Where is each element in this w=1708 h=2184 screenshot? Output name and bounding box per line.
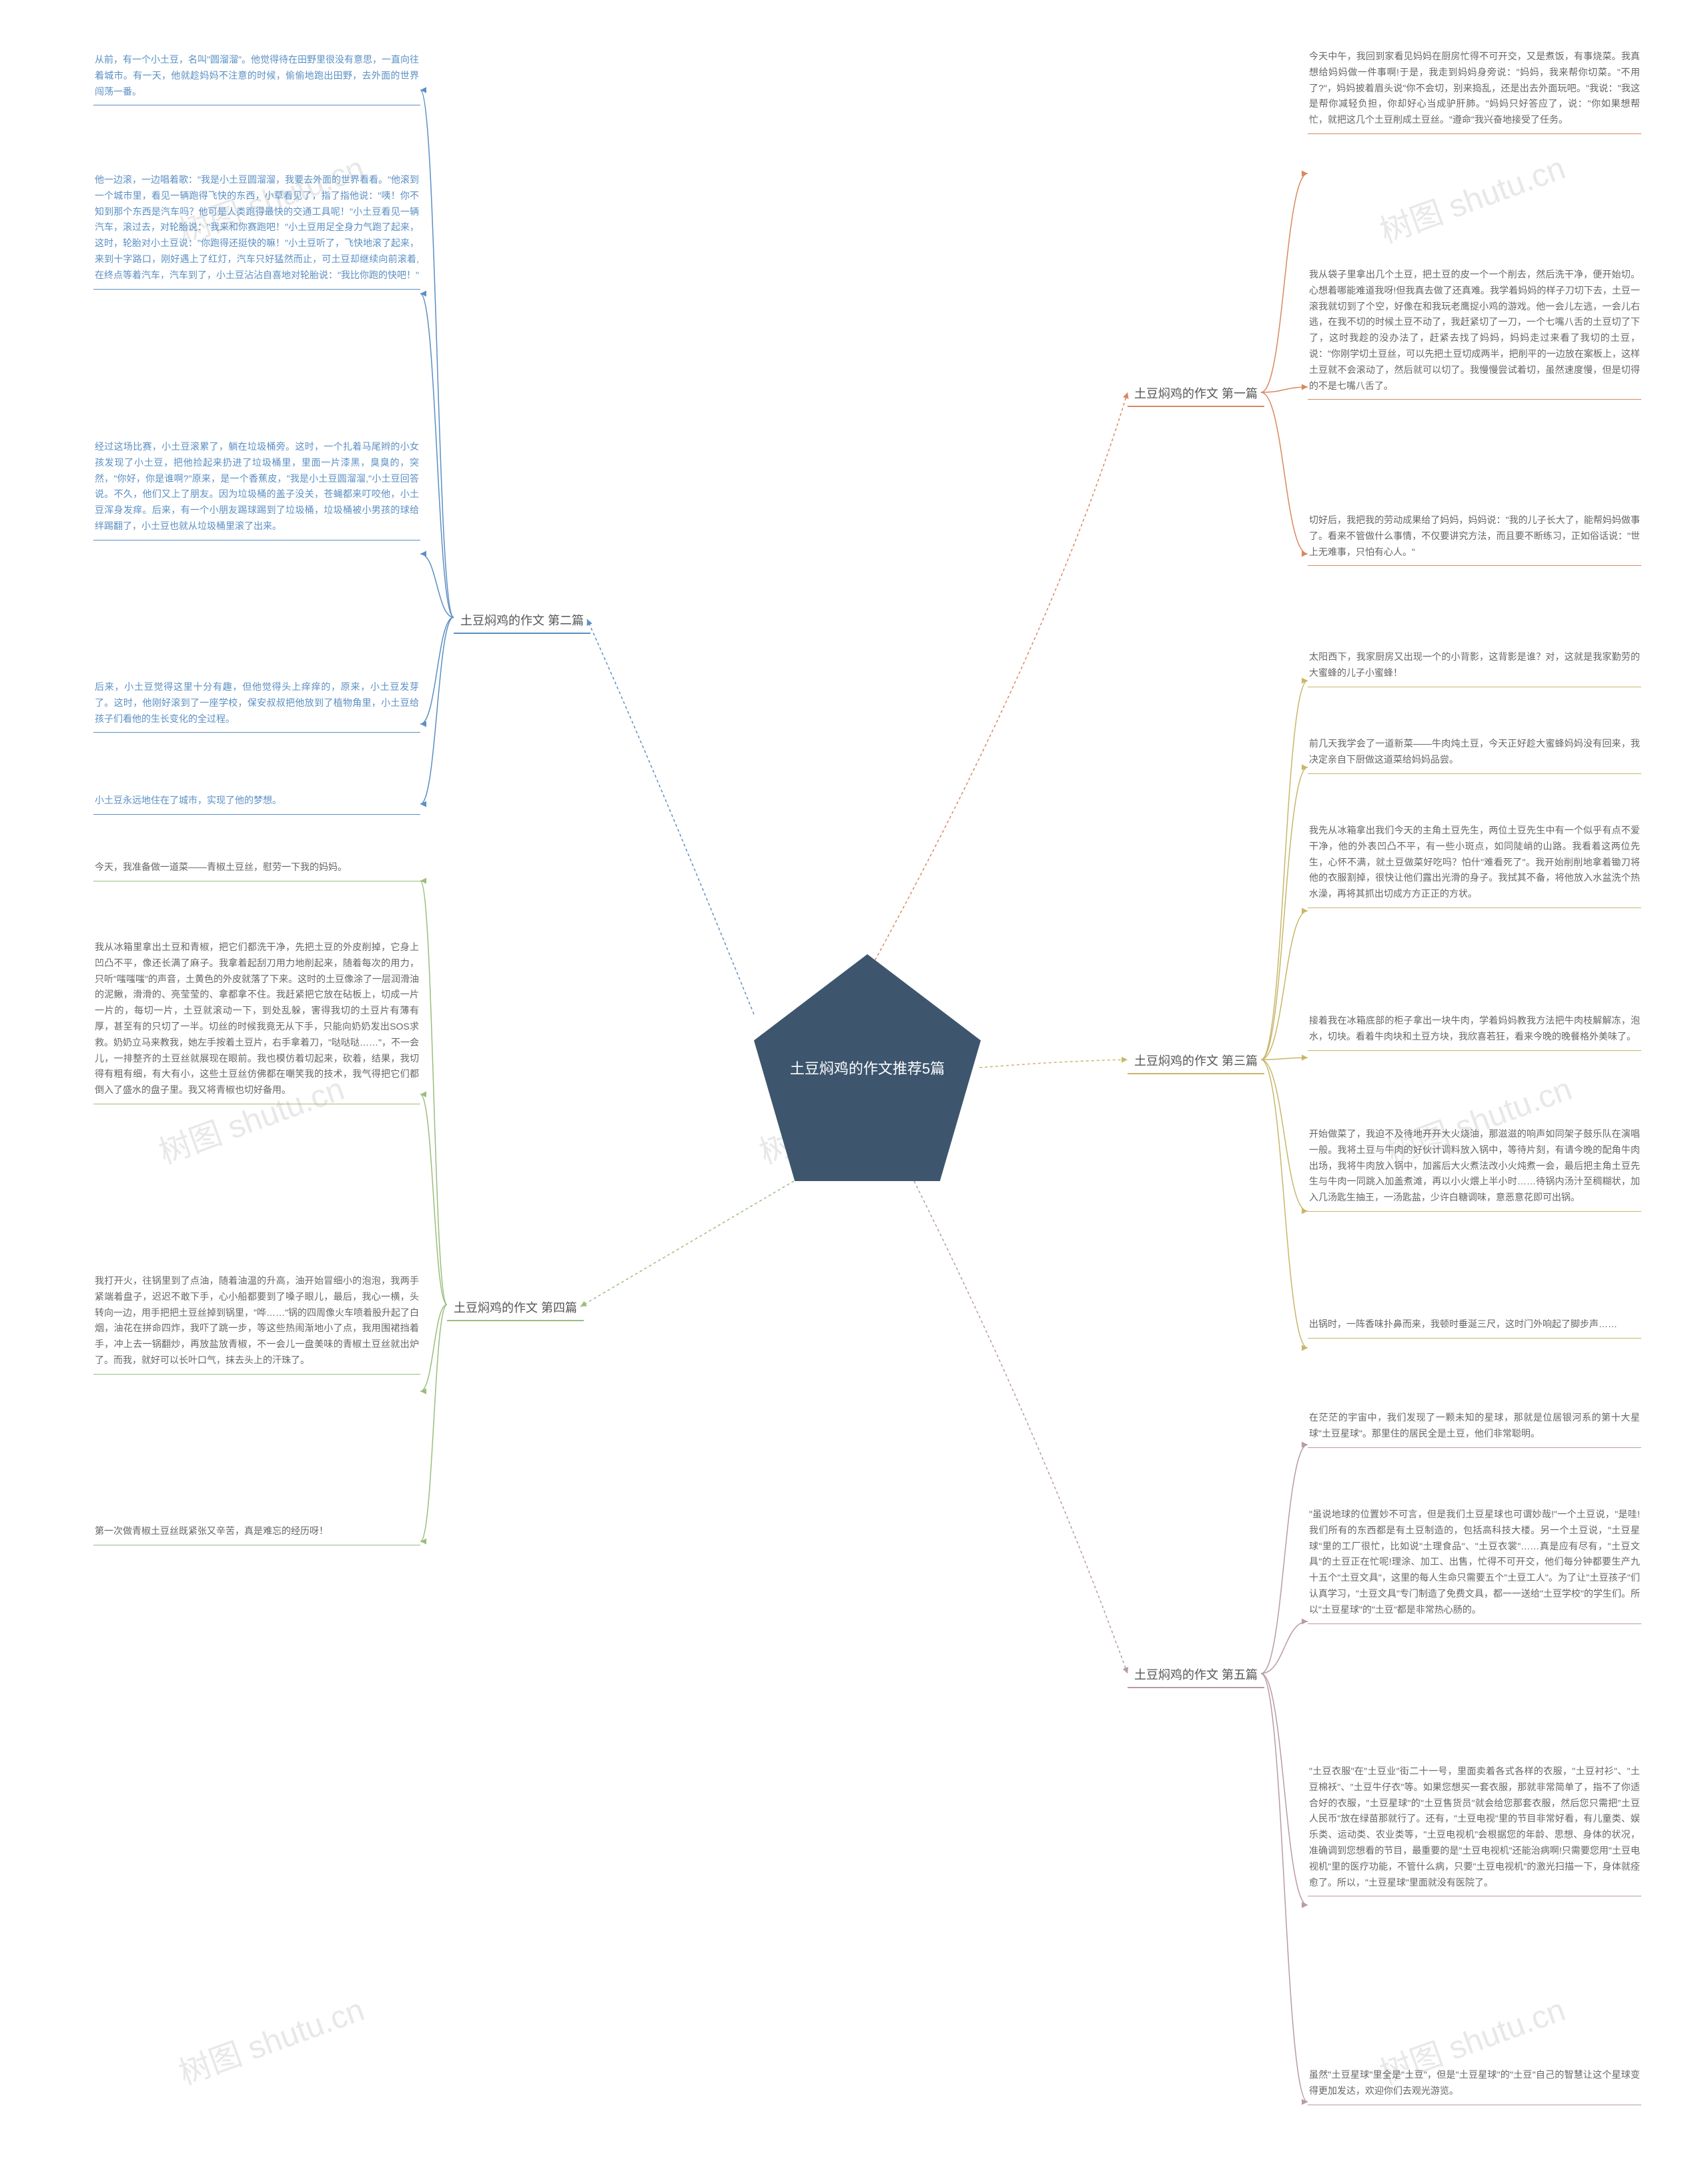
center-title: 土豆焖鸡的作文推荐5篇 — [790, 1057, 945, 1078]
content-block: 后来，小土豆觉得这里十分有趣，但他觉得头上痒痒的，原来，小土豆发芽了。这时，他刚… — [93, 674, 420, 733]
watermark-text: 树图 shutu.cn — [1372, 141, 1571, 252]
content-block: 开始做菜了，我迫不及待地开开大火烧油，那滋滋的响声如同架子鼓乐队在演唱一般。我将… — [1308, 1121, 1641, 1212]
branch-label: 土豆焖鸡的作文 第三篇 — [1128, 1048, 1264, 1074]
content-block: 在茫茫的宇宙中，我们发现了一颗未知的星球，那就是位居银河系的第十大星球"土豆星球… — [1308, 1405, 1641, 1448]
content-block: "土豆衣服"在"土豆业"街二十一号，里面卖着各式各样的衣服，"土豆衬衫"、"土豆… — [1308, 1758, 1641, 1896]
content-block: 我先从冰箱拿出我们今天的主角土豆先生，两位土豆先生中有一个似乎有点不爱干净，他的… — [1308, 817, 1641, 908]
content-block: 接着我在冰箱底部的柜子拿出一块牛肉，学着妈妈教我方法把牛肉枝解解冻，泡水，切块。… — [1308, 1008, 1641, 1051]
content-block: "虽说地球的位置妙不可言，但是我们土豆星球也可谓妙哉!"一个土豆说，"是哇!我们… — [1308, 1501, 1641, 1624]
watermark-text: 树图 shutu.cn — [171, 1983, 370, 2093]
content-block: 经过这场比赛，小土豆滚累了，躺在垃圾桶旁。这时，一个扎着马尾辫的小女孩发现了小土… — [93, 434, 420, 540]
center-node: 土豆焖鸡的作文推荐5篇 — [754, 954, 981, 1181]
content-block: 虽然"土豆星球"里全是"土豆"，但是"土豆星球"的"土豆"自己的智慧让这个星球变… — [1308, 2062, 1641, 2105]
content-block: 出锅时，一阵香味扑鼻而来，我顿时垂涎三尺，这时门外响起了脚步声…… — [1308, 1311, 1641, 1339]
branch-label: 土豆焖鸡的作文 第四篇 — [447, 1295, 584, 1321]
content-block: 从前，有一个小土豆，名叫"圆溜溜"。他觉得待在田野里很没有意思，一直向往着城市。… — [93, 47, 420, 105]
content-block: 小土豆永远地住在了城市，实现了他的梦想。 — [93, 787, 420, 815]
content-block: 他一边滚，一边唱着歌："我是小土豆圆溜溜，我要去外面的世界看看。"他滚到一个城市… — [93, 167, 420, 290]
branch-label: 土豆焖鸡的作文 第五篇 — [1128, 1662, 1264, 1688]
content-block: 太阳西下，我家厨房又出现一个的小背影，这背影是谁？对，这就是我家勤劳的大蜜蜂的儿… — [1308, 644, 1641, 687]
content-block: 前几天我学会了一道新菜——牛肉炖土豆，今天正好趁大蜜蜂妈妈没有回来，我决定亲自下… — [1308, 731, 1641, 774]
branch-label: 土豆焖鸡的作文 第一篇 — [1128, 380, 1264, 407]
content-block: 切好后，我把我的劳动成果给了妈妈，妈妈说："我的儿子长大了，能帮妈妈做事了。看来… — [1308, 507, 1641, 566]
content-block: 我从袋子里拿出几个土豆，把土豆的皮一个一个削去，然后洗干净，便开始切。心想着哪能… — [1308, 262, 1641, 400]
content-block: 今天，我准备做一道菜——青椒土豆丝，慰劳一下我的妈妈。 — [93, 854, 420, 881]
content-block: 我从冰箱里拿出土豆和青椒，把它们都洗干净，先把土豆的外皮削掉，它身上凹凸不平，像… — [93, 934, 420, 1104]
branch-label: 土豆焖鸡的作文 第二篇 — [454, 607, 590, 634]
content-block: 我打开火，往锅里到了点油，随着油温的升高，油开始冒细小的泡泡，我两手紧端着盘子，… — [93, 1268, 420, 1375]
content-block: 第一次做青椒土豆丝既紧张又辛苦，真是难忘的经历呀！ — [93, 1518, 420, 1545]
content-block: 今天中午，我回到家看见妈妈在厨房忙得不可开交，又是煮饭，有事烧菜。我真想给妈妈做… — [1308, 43, 1641, 134]
